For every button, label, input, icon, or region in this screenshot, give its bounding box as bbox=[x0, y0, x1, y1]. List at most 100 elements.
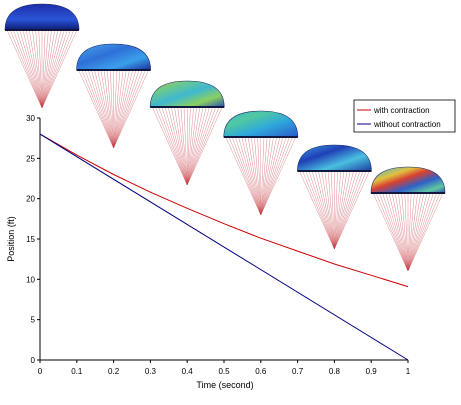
series-group bbox=[39, 133, 409, 361]
x-tick-label: 0.5 bbox=[218, 367, 230, 376]
suspension-line bbox=[407, 192, 431, 272]
suspension-line bbox=[113, 69, 124, 149]
suspension-line bbox=[334, 170, 341, 250]
x-axis-title: Time (second) bbox=[196, 380, 253, 390]
suspension-line bbox=[180, 106, 188, 186]
suspension-line bbox=[110, 69, 114, 149]
suspension-line bbox=[187, 106, 194, 186]
suspension-line bbox=[385, 192, 409, 272]
x-tick-label: 0.8 bbox=[329, 367, 341, 376]
parachute-illustrations bbox=[4, 3, 446, 272]
suspension-line bbox=[311, 170, 335, 250]
suspension-line bbox=[225, 136, 261, 216]
suspension-line bbox=[171, 106, 188, 186]
suspension-line bbox=[113, 69, 117, 149]
suspension-line bbox=[187, 106, 220, 186]
suspension-line bbox=[41, 29, 74, 109]
suspension-line bbox=[238, 136, 261, 216]
canopy bbox=[297, 144, 372, 172]
legend-label-with-contraction: with contraction bbox=[373, 106, 430, 115]
suspension-line bbox=[183, 106, 188, 186]
suspension-line bbox=[327, 170, 335, 250]
suspension-line bbox=[401, 192, 409, 272]
suspension-line bbox=[398, 192, 409, 272]
suspension-line bbox=[334, 170, 354, 250]
suspension-line bbox=[260, 136, 296, 216]
suspension-line bbox=[247, 136, 261, 216]
legend-box bbox=[353, 99, 456, 133]
x-tick-group: 0 0.1 0.2 0.3 0.4 0.5 0.6 0.7 0.8 0.9 1 bbox=[38, 360, 411, 376]
suspension-line bbox=[260, 136, 284, 216]
parachute-6 bbox=[370, 166, 446, 272]
canopy bbox=[4, 3, 80, 31]
y-tick-label: 25 bbox=[26, 154, 35, 163]
suspension-line bbox=[13, 29, 43, 109]
series-line-without-contraction bbox=[39, 133, 409, 361]
suspension-line bbox=[87, 69, 114, 149]
suspension-line bbox=[41, 29, 46, 109]
suspension-line bbox=[334, 170, 367, 250]
suspension-line bbox=[25, 29, 43, 109]
suspension-line bbox=[113, 69, 121, 149]
suspension-line bbox=[113, 69, 137, 149]
suspension-line bbox=[100, 69, 114, 149]
suspension-line bbox=[10, 29, 43, 109]
canopy bbox=[223, 110, 299, 138]
suspension-line bbox=[231, 136, 261, 216]
y-tick-label: 20 bbox=[26, 195, 35, 204]
canopy bbox=[76, 43, 151, 71]
suspension-line bbox=[324, 170, 335, 250]
suspension-line bbox=[187, 106, 191, 186]
suspension-line bbox=[187, 106, 197, 186]
suspension-line bbox=[305, 170, 335, 250]
x-tick-label: 0.3 bbox=[145, 367, 157, 376]
parachute-5 bbox=[297, 144, 372, 250]
suspension-line bbox=[308, 170, 335, 250]
canopy bbox=[370, 166, 446, 194]
suspension-line bbox=[41, 29, 71, 109]
suspension-line bbox=[407, 192, 415, 272]
suspension-line bbox=[407, 192, 412, 272]
suspension-line bbox=[391, 192, 409, 272]
suspension-line bbox=[113, 69, 146, 149]
suspension-line bbox=[113, 69, 143, 149]
suspension-line bbox=[299, 170, 335, 250]
suspension-line bbox=[321, 170, 335, 250]
suspension-line bbox=[16, 29, 43, 109]
suspension-line bbox=[334, 170, 370, 250]
suspension-line bbox=[407, 192, 444, 272]
x-tick-label: 0 bbox=[38, 367, 43, 376]
suspension-line bbox=[260, 136, 293, 216]
y-tick-label: 5 bbox=[31, 316, 36, 325]
legend-label-without-contraction: without contraction bbox=[373, 120, 441, 129]
suspension-line bbox=[241, 136, 261, 216]
suspension-line bbox=[97, 69, 114, 149]
suspension-line bbox=[228, 136, 261, 216]
suspension-line bbox=[113, 69, 130, 149]
suspension-line bbox=[187, 106, 223, 186]
parachute-2 bbox=[76, 43, 151, 149]
parachute-3 bbox=[149, 80, 225, 186]
suspension-line bbox=[334, 170, 357, 250]
y-tick-label: 30 bbox=[26, 114, 35, 123]
suspension-line bbox=[260, 136, 287, 216]
suspension-line bbox=[113, 69, 133, 149]
suspension-line bbox=[158, 106, 188, 186]
series-line-with-contraction bbox=[39, 133, 409, 288]
suspension-line bbox=[177, 106, 188, 186]
suspension-line bbox=[334, 170, 348, 250]
suspension-line bbox=[260, 136, 271, 216]
suspension-line bbox=[251, 136, 261, 216]
x-tick-label: 0.7 bbox=[292, 367, 304, 376]
suspension-line bbox=[174, 106, 188, 186]
y-axis-title: Position (ft) bbox=[6, 216, 16, 262]
x-tick-label: 0.2 bbox=[108, 367, 120, 376]
suspension-line bbox=[94, 69, 114, 149]
suspension-line bbox=[334, 170, 345, 250]
suspension-line bbox=[318, 170, 335, 250]
suspension-line bbox=[6, 29, 43, 109]
suspension-line bbox=[187, 106, 213, 186]
suspension-line bbox=[382, 192, 409, 272]
suspension-line bbox=[254, 136, 261, 216]
